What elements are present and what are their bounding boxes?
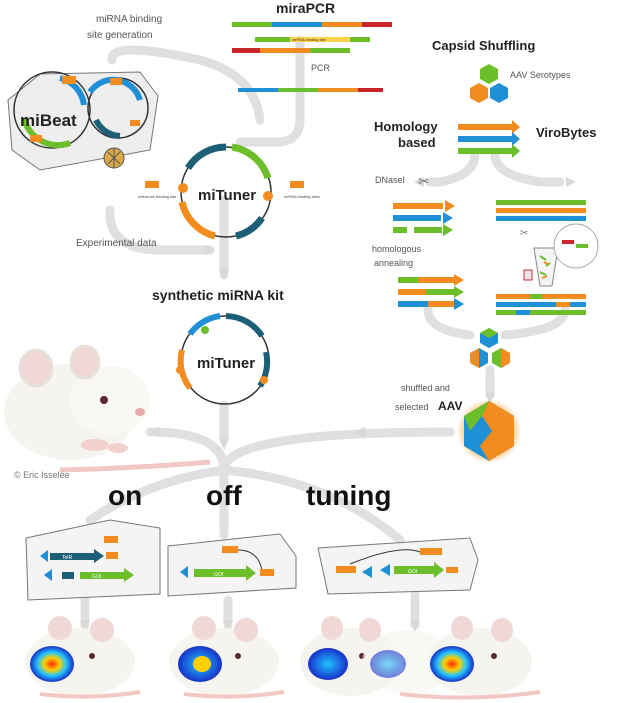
shuffled-selected-line2: selected	[395, 402, 429, 412]
on-goi-label: GOI	[92, 574, 101, 580]
mituner-kit: miTuner	[176, 313, 271, 405]
mibeat-title: miBeat	[20, 111, 77, 130]
on-label: on	[108, 480, 142, 511]
homologous-annealing-line2: annealing	[374, 258, 413, 268]
mituner-top-title: miTuner	[198, 187, 256, 204]
virobytes-tube	[523, 223, 599, 287]
shuffled-selected-line1: shuffled and	[401, 383, 450, 393]
homology-based-line1: Homology	[374, 119, 438, 134]
mirapcr-section: miraPCR miRNA binding site PCR	[232, 0, 392, 92]
mituner-kit-title: miTuner	[197, 355, 255, 372]
tetr-label: TetR	[62, 555, 73, 561]
scissors-icon: ✂	[418, 174, 430, 190]
off-label: off	[206, 480, 242, 511]
mouse-off	[169, 616, 285, 699]
off-goi-label: GOI	[214, 572, 223, 578]
on-circuit-panel: TetR GOI	[25, 519, 161, 601]
mirna-binding-sites-label: miRNA binding sites	[284, 194, 320, 199]
mirna-site-gen-line1: miRNA binding	[96, 14, 162, 25]
large-mouse-image	[4, 344, 211, 473]
capsid-gene-arrows	[458, 120, 520, 158]
homology-based-line2: based	[398, 135, 436, 150]
aav-serotype-hexagons	[470, 64, 508, 103]
mirna-binding-site-label: miRNA binding site	[292, 37, 327, 42]
mouse-tuning-3	[399, 616, 541, 700]
off-circuit-panel: GOI	[167, 533, 297, 597]
flow-arrowheads	[80, 177, 576, 632]
mituner-top: miTuner reference binding site miRNA bin…	[138, 143, 320, 240]
virobytes-strands	[496, 200, 586, 315]
homologous-annealing-line1: homologous	[372, 244, 422, 254]
experimental-data-label: Experimental data	[76, 238, 157, 249]
virobytes-scissors-icon: ✂	[520, 228, 528, 239]
virobytes-label: ViroBytes	[536, 125, 596, 140]
dnasel-label: DNaseI	[375, 175, 405, 185]
mirna-site-gen-line2: site generation	[87, 30, 153, 41]
reference-binding-site-label: reference binding site	[138, 194, 177, 199]
mouse-tuning-2	[362, 630, 454, 694]
tuning-goi-label: GOI	[408, 569, 417, 575]
capsid-shuffling-title: Capsid Shuffling	[432, 38, 535, 53]
selected-aav-hexagon	[457, 399, 521, 463]
aav-label: AAV	[438, 399, 462, 413]
mouse-on	[25, 616, 141, 699]
copyright-label: © Eric Isselée	[14, 470, 70, 480]
dnasel-fragments	[393, 200, 455, 236]
mibeat-panel: miBeat	[7, 71, 159, 171]
tuning-circuit-panel: GOI	[317, 537, 479, 595]
annealed-genes	[398, 274, 464, 310]
pcr-label: PCR	[311, 63, 331, 73]
synthetic-mirna-kit-title: synthetic miRNA kit	[152, 287, 284, 303]
mirapcr-title: miraPCR	[276, 0, 335, 16]
aav-serotypes-label: AAV Serotypes	[510, 70, 571, 80]
shuffled-hexagons	[470, 328, 510, 368]
tuning-label: tuning	[306, 480, 392, 511]
mirapcr-strands	[232, 22, 392, 92]
